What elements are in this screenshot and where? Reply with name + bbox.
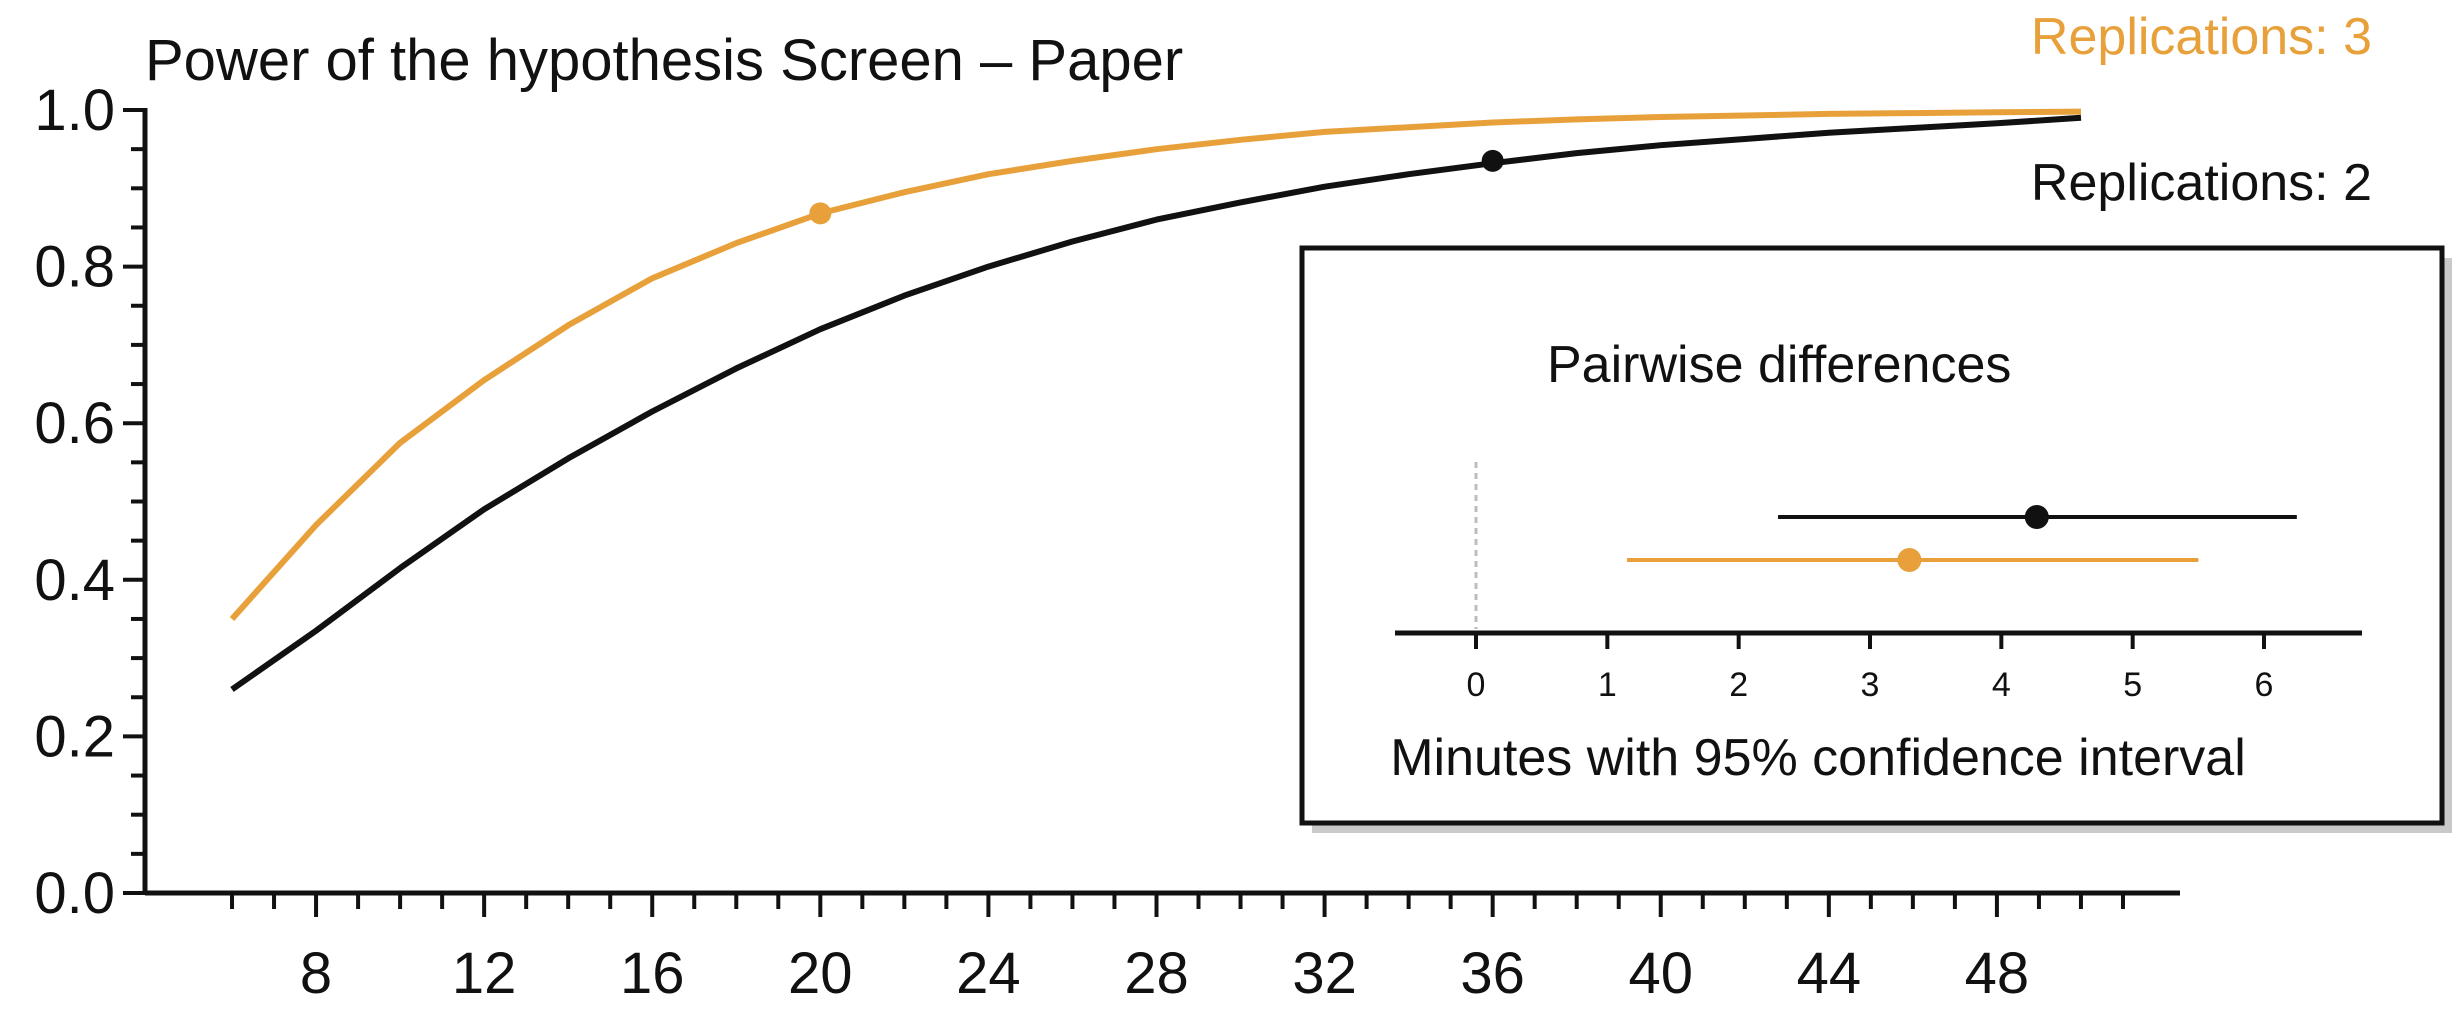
chart-title: Power of the hypothesis Screen – Paper (145, 28, 1183, 93)
inset-x-tick-label: 1 (1598, 666, 1617, 704)
y-tick-label: 0.2 (34, 704, 115, 769)
inset-x-tick-label: 0 (1467, 666, 1486, 704)
inset-title: Pairwise differences (1547, 336, 2011, 394)
y-tick-label: 0.8 (34, 235, 115, 300)
inset-x-axis-label: Minutes with 95% confidence interval (1390, 729, 2246, 787)
y-tick-label: 0.6 (34, 391, 115, 456)
series-marker-0 (809, 202, 832, 225)
x-tick-label: 24 (956, 941, 1021, 1006)
y-tick-label: 0.0 (34, 861, 115, 926)
x-tick-label: 48 (1965, 941, 2030, 1006)
inset-frame (1299, 245, 2445, 826)
inset-x-tick-label: 4 (1992, 666, 2011, 704)
x-tick-label: 40 (1628, 941, 1693, 1006)
y-tick-label: 0.4 (34, 548, 115, 613)
series-label-replications-3: Replications: 3 (2031, 8, 2372, 66)
inset-x-tick-label: 3 (1861, 666, 1880, 704)
inset-panel: Pairwise differences 0 1 2 3 4 5 6 Minutes wit… (1299, 245, 2452, 833)
inset-x-tick-label: 6 (2255, 666, 2274, 704)
inset-axis: 0 1 2 3 4 5 6 (1395, 462, 2362, 704)
x-tick-label: 36 (1460, 941, 1525, 1006)
x-tick-label: 28 (1124, 941, 1189, 1006)
x-tick-label: 32 (1292, 941, 1357, 1006)
series-marker-1 (1481, 149, 1504, 172)
x-tick-label: 8 (300, 941, 332, 1006)
series-line-0 (229, 108, 2082, 622)
x-tick-label: 44 (1797, 941, 1862, 1006)
series-label-replications-2: Replications: 2 (2031, 154, 2372, 212)
y-tick-label: 1.0 (34, 78, 115, 143)
x-tick-label: 12 (452, 941, 517, 1006)
x-tick-label: 16 (620, 941, 685, 1006)
inset-x-tick-label: 2 (1729, 666, 1748, 704)
series-line-1 (230, 114, 2082, 692)
inset-intervals (1627, 505, 2297, 572)
x-tick-label: 20 (788, 941, 853, 1006)
inset-estimate-point-0 (2024, 505, 2049, 529)
inset-estimate-point-1 (1897, 548, 1922, 572)
main-lines (229, 108, 2082, 692)
main-axes: 0.00.20.40.60.81.08 12 16 20 24 28 32 36 40 44 48 (34, 78, 2180, 1006)
inset-x-tick-label: 5 (2123, 666, 2142, 704)
